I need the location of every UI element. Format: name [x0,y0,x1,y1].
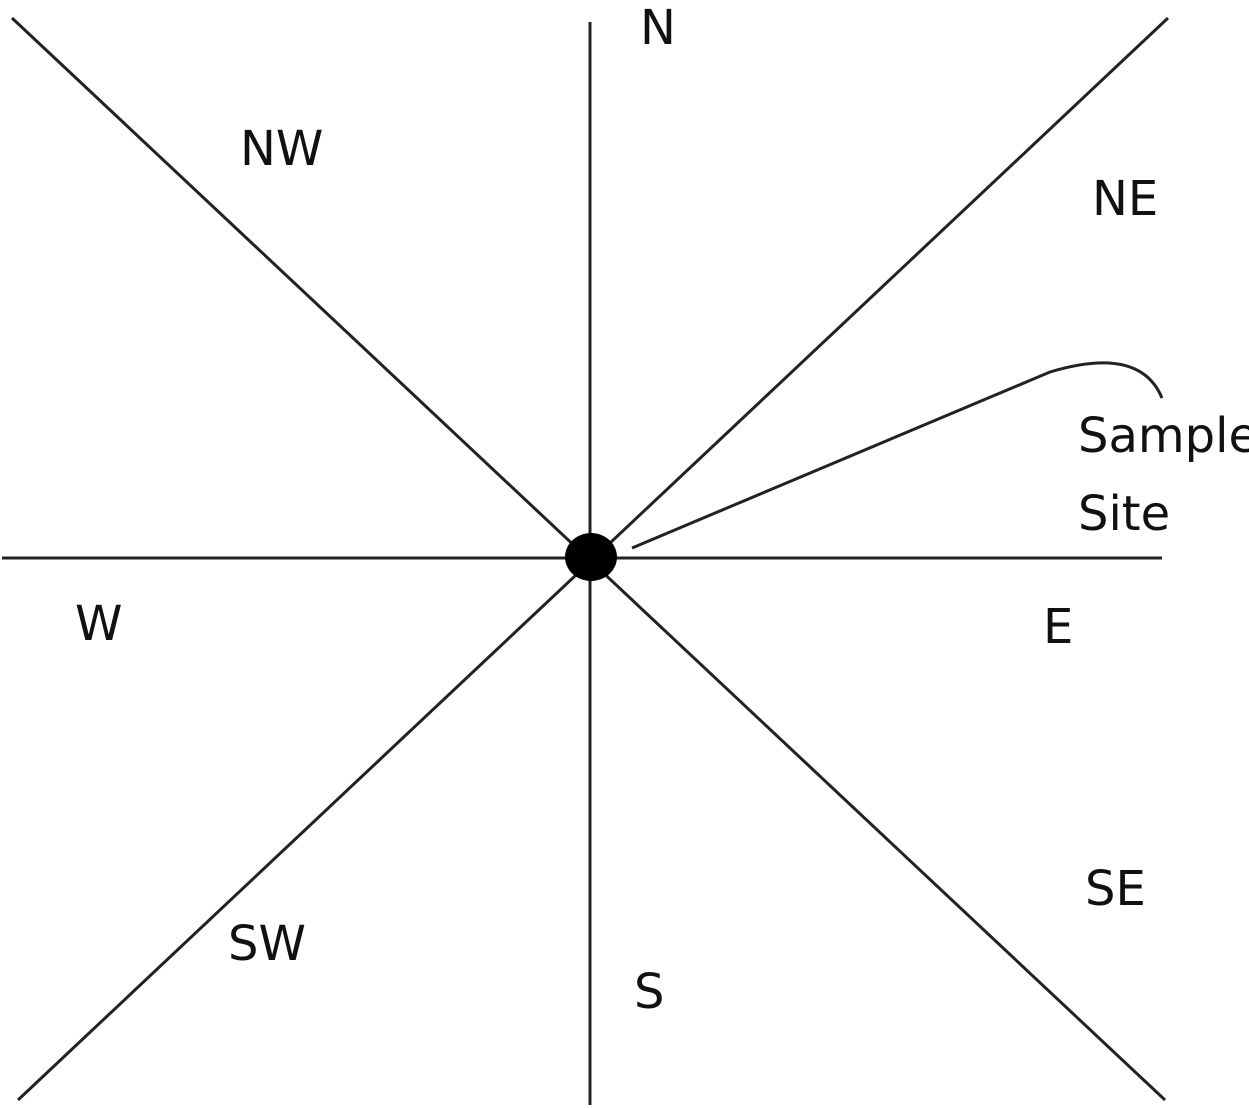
label-se: SE [1085,861,1146,917]
label-s: S [634,964,664,1020]
label-e: E [1043,599,1073,655]
label-nw: NW [240,121,323,177]
label-sw: SW [228,916,306,972]
label-n: N [640,0,676,56]
callout-line2: Site [1078,486,1170,542]
callout-line1: Sample [1078,408,1249,464]
label-w: W [75,596,122,652]
sample-site-dot [565,533,617,581]
label-ne: NE [1092,171,1158,227]
callout-line [631,361,1164,550]
